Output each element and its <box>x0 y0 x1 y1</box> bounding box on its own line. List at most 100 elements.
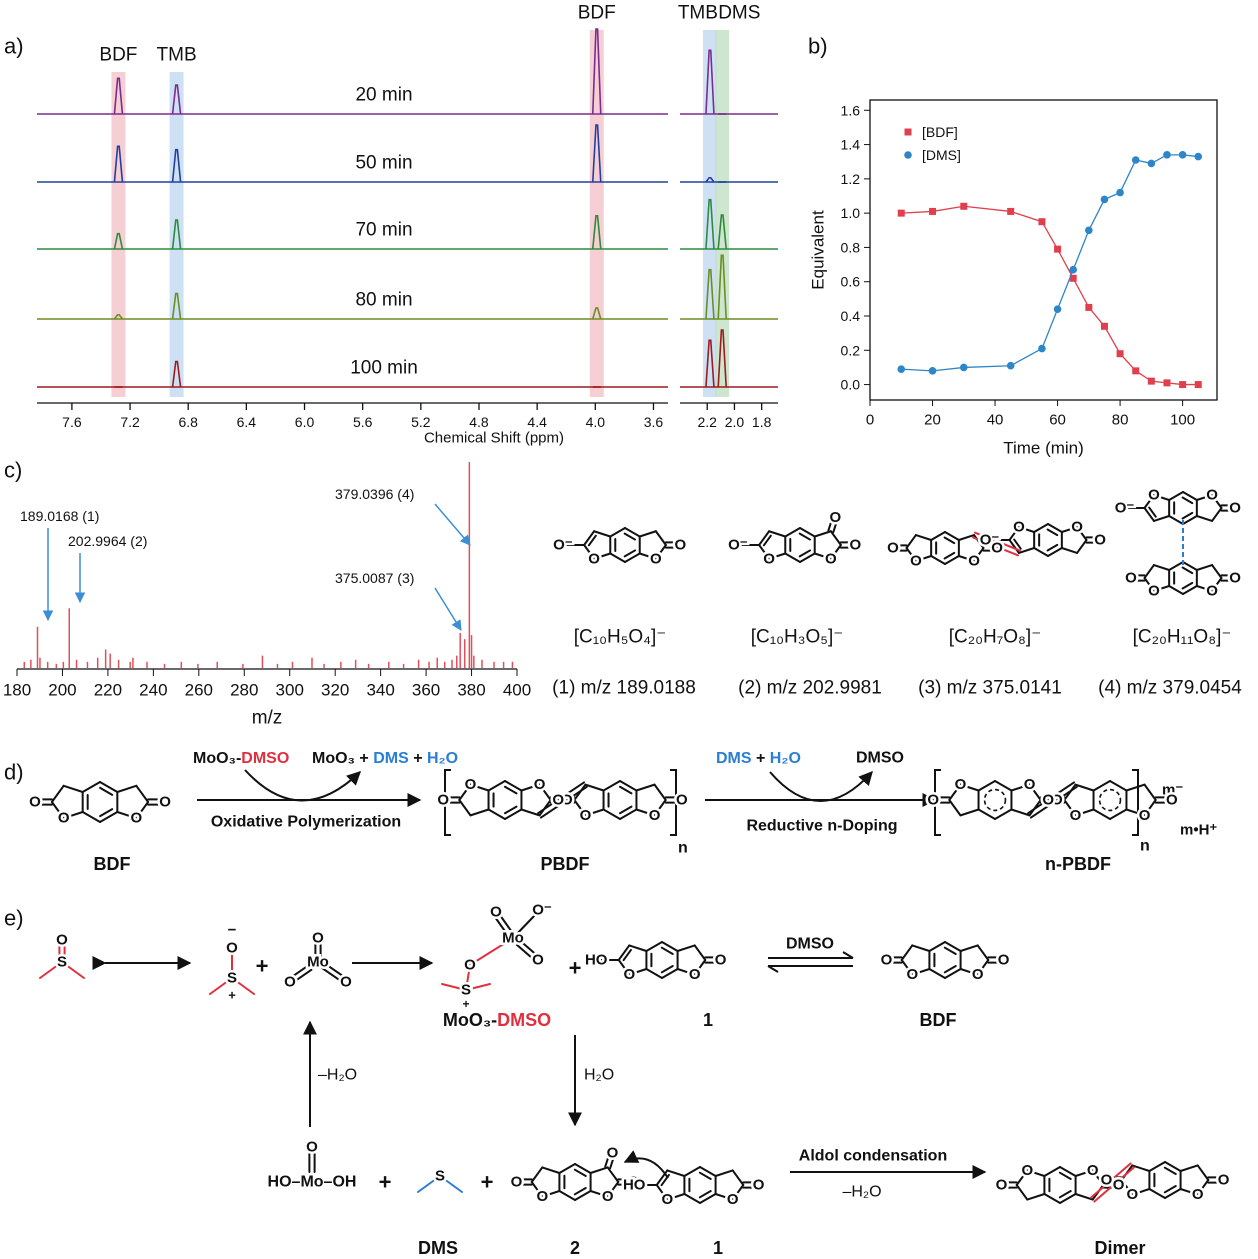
x-axis-label: Chemical Shift (ppm) <box>424 430 564 447</box>
band-label: DMS <box>718 3 760 24</box>
atom-label: O <box>829 509 841 526</box>
point <box>1163 379 1171 387</box>
atom-label: O⁻ <box>1115 499 1135 516</box>
atom-label: O <box>536 1188 548 1205</box>
bond <box>994 780 1013 792</box>
peak <box>171 292 182 320</box>
plot-frame <box>869 99 1218 401</box>
bond <box>829 530 842 546</box>
bond <box>638 530 657 538</box>
bond <box>1182 515 1198 525</box>
bond <box>1076 526 1088 542</box>
peak <box>171 148 182 183</box>
x-tick-label: 4.0 <box>586 414 606 430</box>
y-tick-label: 0.4 <box>841 308 861 324</box>
atom-label: O⁻ <box>728 537 748 554</box>
bond <box>1093 1166 1135 1203</box>
bond <box>1143 564 1155 580</box>
x-tick-label: 4.4 <box>527 414 547 430</box>
bond <box>660 1173 670 1187</box>
bond <box>698 1171 712 1180</box>
bond <box>943 965 957 974</box>
bond <box>699 1166 717 1177</box>
x-tick-label: 180 <box>3 681 31 700</box>
atom-label: O <box>1113 1177 1125 1194</box>
bond <box>623 549 637 558</box>
legend-marker <box>904 128 912 136</box>
byproducts: MoO₃ + DMS + H₂O <box>312 750 458 767</box>
bond <box>1143 783 1157 801</box>
bond <box>116 811 138 820</box>
byproduct-part: + <box>409 750 427 767</box>
bond <box>666 1169 686 1177</box>
bond <box>609 1152 616 1170</box>
product: DMSO <box>856 750 904 767</box>
bond <box>1152 564 1171 571</box>
bond <box>660 946 674 955</box>
peak <box>591 215 602 250</box>
bond <box>99 811 119 823</box>
y-tick-label: 1.2 <box>841 171 861 187</box>
atom-label: O <box>284 974 296 991</box>
bond <box>1120 1179 1134 1196</box>
atom-label: O <box>650 550 662 567</box>
bond <box>683 1193 701 1204</box>
atom-label: O <box>955 776 967 793</box>
bond <box>62 811 84 820</box>
reagent: –H₂O <box>842 1184 881 1201</box>
bond <box>900 959 914 976</box>
bond <box>1074 1169 1094 1177</box>
point <box>1116 350 1124 358</box>
bond <box>977 780 996 792</box>
bond <box>900 944 914 962</box>
atom-label: O <box>968 552 980 569</box>
bond <box>584 808 605 817</box>
bracket <box>1132 769 1139 836</box>
aromatic-ring <box>983 788 1007 812</box>
atom-label: + <box>462 997 469 1011</box>
atom-label: O <box>532 952 544 969</box>
mz-label: (2) m/z 202.9981 <box>738 678 882 699</box>
reagent-part: DMS <box>716 750 752 767</box>
aromatic-ring <box>1098 788 1122 812</box>
atom-label: O <box>159 793 171 810</box>
bond <box>1026 1169 1046 1177</box>
bond <box>1074 808 1095 817</box>
bond <box>973 546 985 562</box>
bond <box>911 968 931 976</box>
bond <box>469 937 514 966</box>
bond <box>976 944 990 961</box>
bond <box>50 801 65 820</box>
bond <box>731 1169 745 1186</box>
highlight-band <box>169 72 184 397</box>
bond <box>635 808 656 817</box>
bond <box>289 958 318 979</box>
bond <box>318 958 347 979</box>
bond <box>693 944 707 961</box>
bond <box>1196 1178 1210 1196</box>
bond <box>497 911 517 938</box>
atom-label: O <box>29 794 41 811</box>
bond <box>292 963 321 984</box>
x-tick-label: 4.8 <box>469 414 489 430</box>
atom-label: S <box>435 1168 445 1185</box>
bond <box>928 968 946 979</box>
bond <box>1013 538 1022 550</box>
bond <box>574 1163 592 1174</box>
bond <box>661 968 679 979</box>
bond <box>1182 585 1198 595</box>
bond <box>624 552 641 563</box>
bond <box>539 785 588 819</box>
formula: [C₁₀H₃O₅]⁻ <box>751 627 844 648</box>
reagent-part: + <box>752 750 770 767</box>
step-label: Aldol condensation <box>799 1148 947 1165</box>
atom-label: O <box>1042 792 1054 809</box>
point <box>1069 274 1077 282</box>
bond <box>513 935 539 958</box>
atom-label: O <box>910 552 922 569</box>
bond <box>905 534 917 550</box>
bond <box>574 1190 592 1201</box>
byproduct-part: DMS <box>373 750 409 767</box>
formula: [C₁₀H₅O₄]⁻ <box>574 627 667 648</box>
repeat-label: n <box>678 840 688 857</box>
